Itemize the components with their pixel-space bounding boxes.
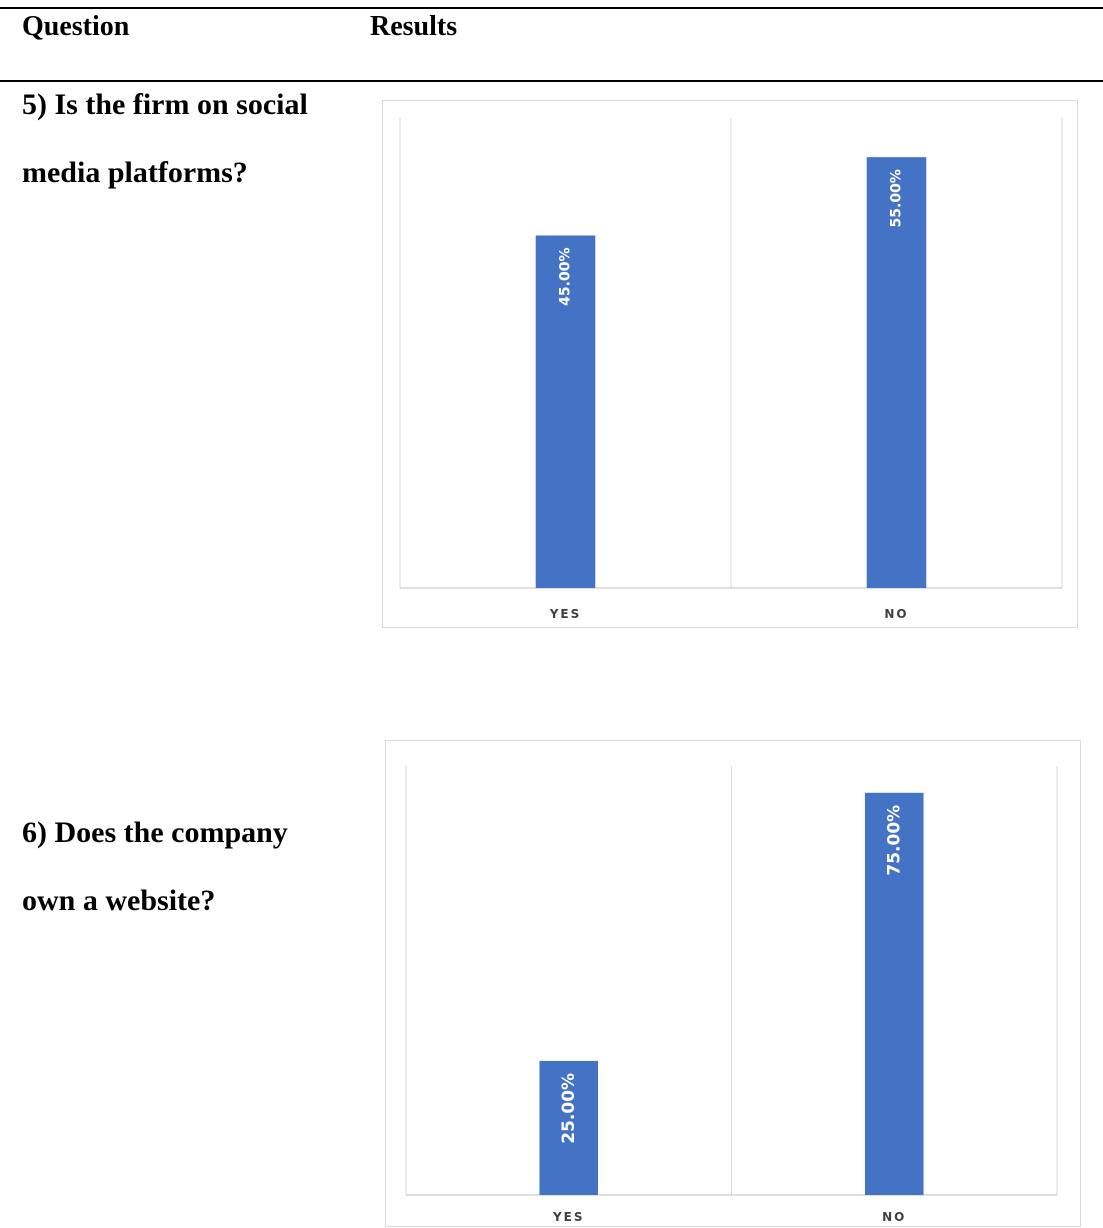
- question-6-line-2: own a website?: [22, 884, 216, 917]
- website-bar-no: [864, 792, 924, 1195]
- chart-website: 25.00% YES 75.00% NO: [385, 740, 1081, 1227]
- social-media-bar-yes: [535, 235, 596, 588]
- social-media-bar-no: [866, 157, 927, 588]
- header-results: Results: [370, 11, 458, 42]
- social-media-data-label-no: 55.00%: [889, 169, 905, 227]
- question-6-line-1: 6) Does the company: [22, 816, 288, 849]
- social-media-category-label-no: NO: [884, 607, 908, 621]
- question-5-line-2: media platforms?: [22, 156, 248, 189]
- website-category-label-yes: YES: [552, 1210, 585, 1224]
- social-media-data-label-yes: 45.00%: [558, 248, 574, 306]
- website-category-label-no: NO: [882, 1210, 906, 1224]
- chart-social-media-svg: 45.00% YES 55.00% NO: [399, 118, 1063, 621]
- table-top-rule: [0, 7, 1103, 9]
- question-5-line-1: 5) Is the firm on social: [22, 88, 308, 121]
- chart-social-media: 45.00% YES 55.00% NO: [382, 100, 1078, 628]
- header-question: Question: [22, 11, 130, 42]
- website-data-label-yes: 25.00%: [559, 1073, 579, 1144]
- header-bottom-rule: [0, 80, 1103, 82]
- chart-website-svg: 25.00% YES 75.00% NO: [405, 766, 1058, 1224]
- social-media-category-label-yes: YES: [549, 607, 582, 621]
- website-bar-yes: [539, 1060, 599, 1195]
- website-data-label-no: 75.00%: [884, 805, 904, 876]
